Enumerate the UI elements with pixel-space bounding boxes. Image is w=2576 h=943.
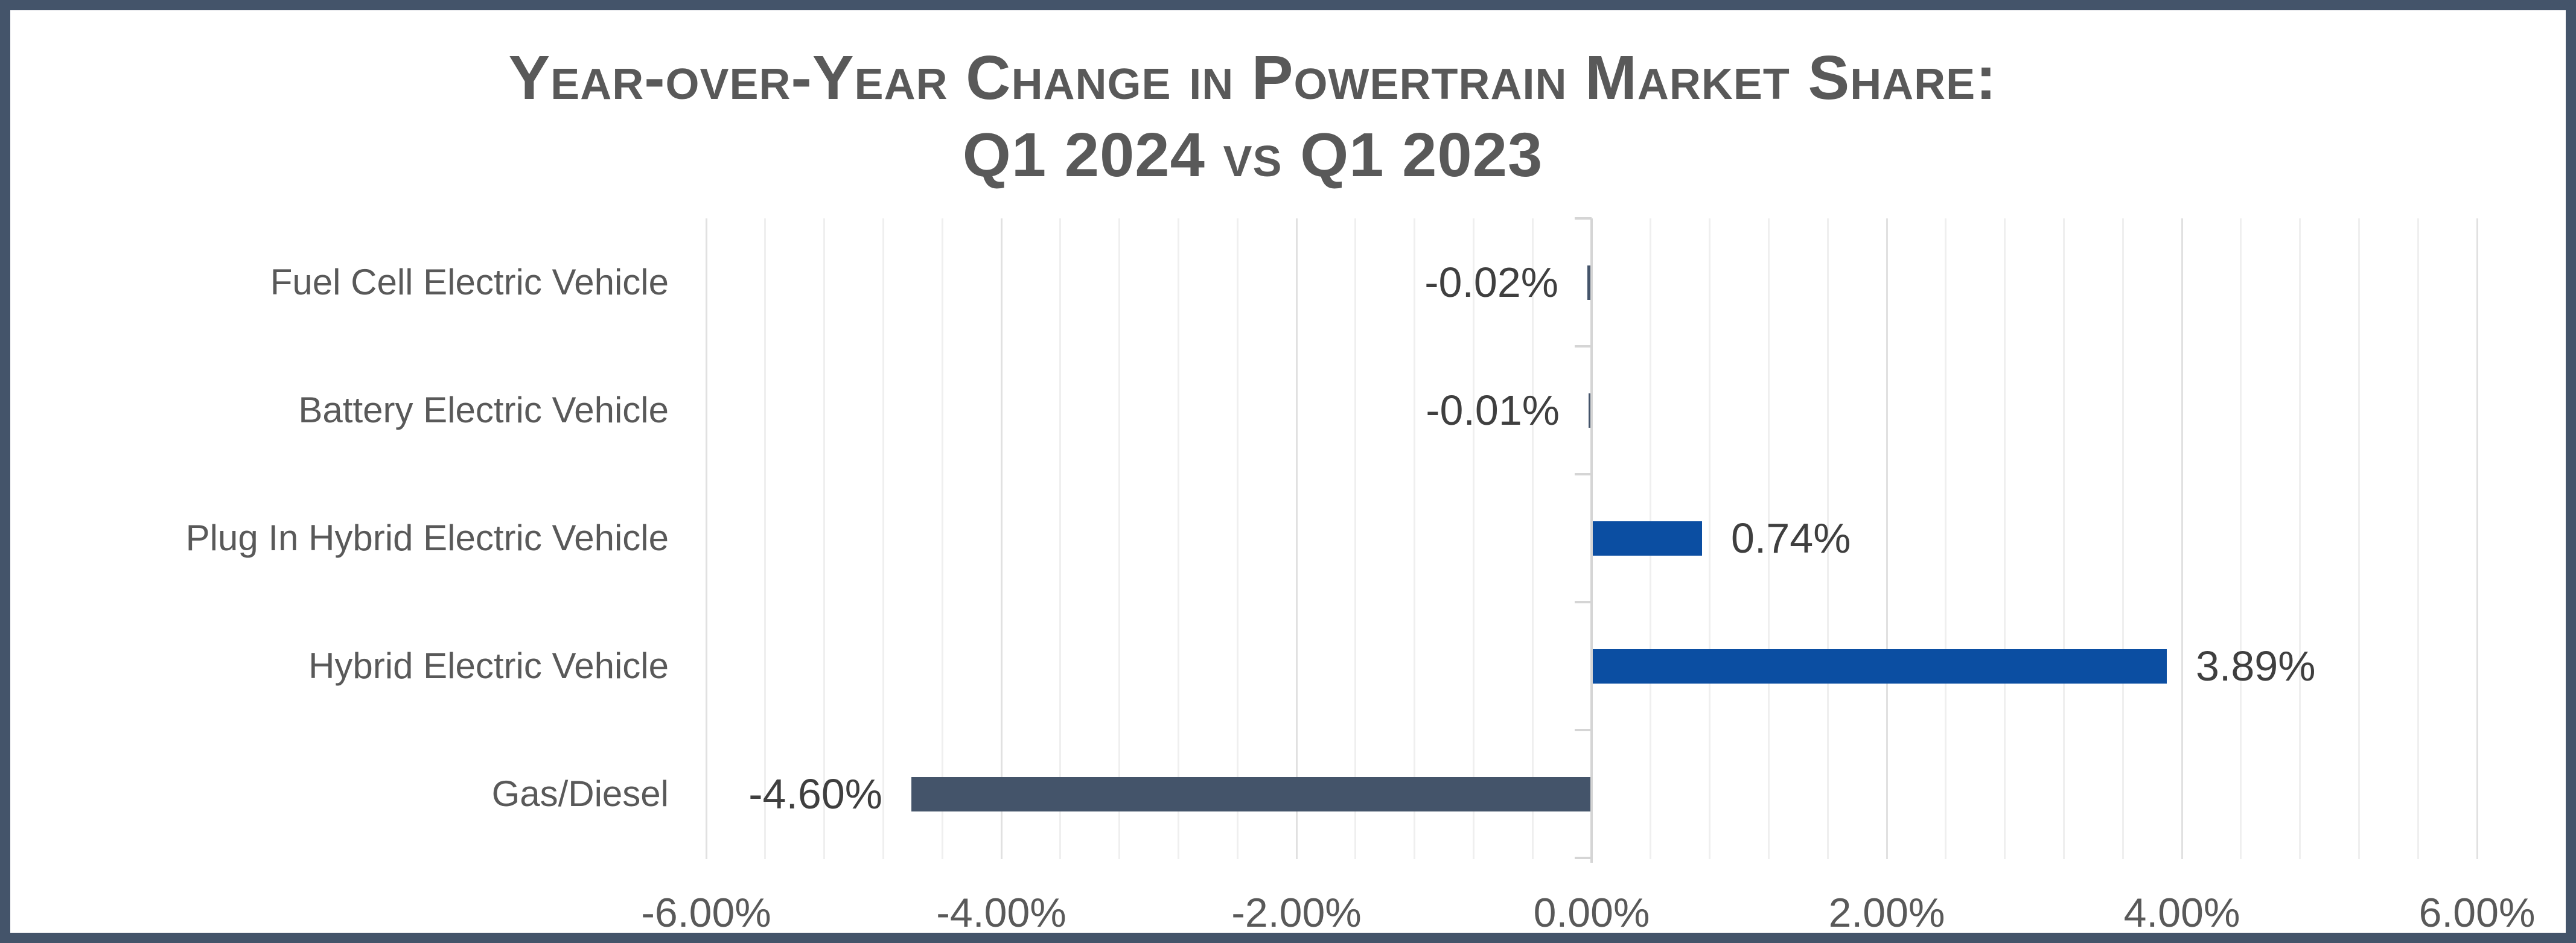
gridline-major [705, 218, 707, 859]
x-axis-tick-label: 0.00% [1533, 890, 1650, 936]
category-label: Gas/Diesel [491, 773, 669, 814]
category-axis-tick [1575, 601, 1592, 603]
gridline-minor [1059, 218, 1062, 859]
bar-negative [1589, 393, 1590, 428]
data-label: 0.74% [1731, 515, 1851, 562]
gridline-minor [941, 218, 943, 859]
x-axis-tick-label: 6.00% [2418, 890, 2536, 936]
gridline-major [2181, 218, 2183, 859]
gridline-minor [2122, 218, 2124, 859]
gridline-minor [764, 218, 767, 859]
chart-title-line2: Q1 2024 vs Q1 2023 [962, 120, 1543, 189]
x-axis-tick-label: -6.00% [641, 890, 771, 936]
chart-title: Year-over-Year Change in Powertrain Mark… [21, 39, 2485, 194]
bar-negative [1587, 265, 1590, 300]
x-axis-tick-label: 2.00% [1828, 890, 1945, 936]
gridline-minor [1767, 218, 1770, 859]
gridline-minor [2358, 218, 2360, 859]
data-label: -4.60% [748, 770, 882, 818]
bar-negative [911, 776, 1590, 811]
gridline-minor [1531, 218, 1534, 859]
chart-title-line1: Year-over-Year Change in Powertrain Mark… [508, 43, 1997, 112]
gridline-minor [1177, 218, 1179, 859]
gridline-minor [823, 218, 826, 859]
category-axis-tick [1575, 217, 1592, 220]
gridline-major [1295, 218, 1298, 859]
category-label: Battery Electric Vehicle [298, 390, 669, 430]
category-axis-tick [1575, 345, 1592, 348]
category-axis-tick [1575, 473, 1592, 475]
category-axis-tick [1575, 729, 1592, 731]
data-label: -0.02% [1424, 259, 1558, 306]
category-label: Plug In Hybrid Electric Vehicle [185, 518, 669, 558]
category-axis-tick [1575, 857, 1592, 859]
data-label: -0.01% [1426, 387, 1560, 434]
bar-positive [1593, 649, 2167, 684]
x-axis-tick-label: -4.00% [936, 890, 1066, 936]
gridline-major [1000, 218, 1003, 859]
gridline-minor [2062, 218, 2065, 859]
x-axis-tick-label: -2.00% [1231, 890, 1362, 936]
gridline-minor [1354, 218, 1357, 859]
gridline-minor [882, 218, 884, 859]
gridline-minor [2240, 218, 2242, 859]
x-axis-tick-label: 4.00% [2123, 890, 2240, 936]
gridline-minor [1414, 218, 1416, 859]
gridline-major [1886, 218, 1888, 859]
category-label: Hybrid Electric Vehicle [308, 646, 669, 686]
gridline-minor [2299, 218, 2301, 859]
gridline-minor [1472, 218, 1475, 859]
gridline-minor [1118, 218, 1121, 859]
bar-positive [1593, 521, 1702, 556]
category-label: Fuel Cell Electric Vehicle [270, 262, 669, 302]
gridline-minor [1709, 218, 1711, 859]
zero-axis-line [1590, 218, 1593, 863]
gridline-minor [1945, 218, 1947, 859]
gridline-major [2476, 218, 2478, 859]
plot-area: -0.02% Fuel Cell Electric Vehicle -0.01% Ba… [10, 10, 2566, 936]
data-label: 3.89% [2196, 643, 2316, 690]
gridline-minor [1236, 218, 1239, 859]
gridline-minor [1826, 218, 1829, 859]
gridline-minor [2004, 218, 2006, 859]
gridline-minor [2417, 218, 2419, 859]
